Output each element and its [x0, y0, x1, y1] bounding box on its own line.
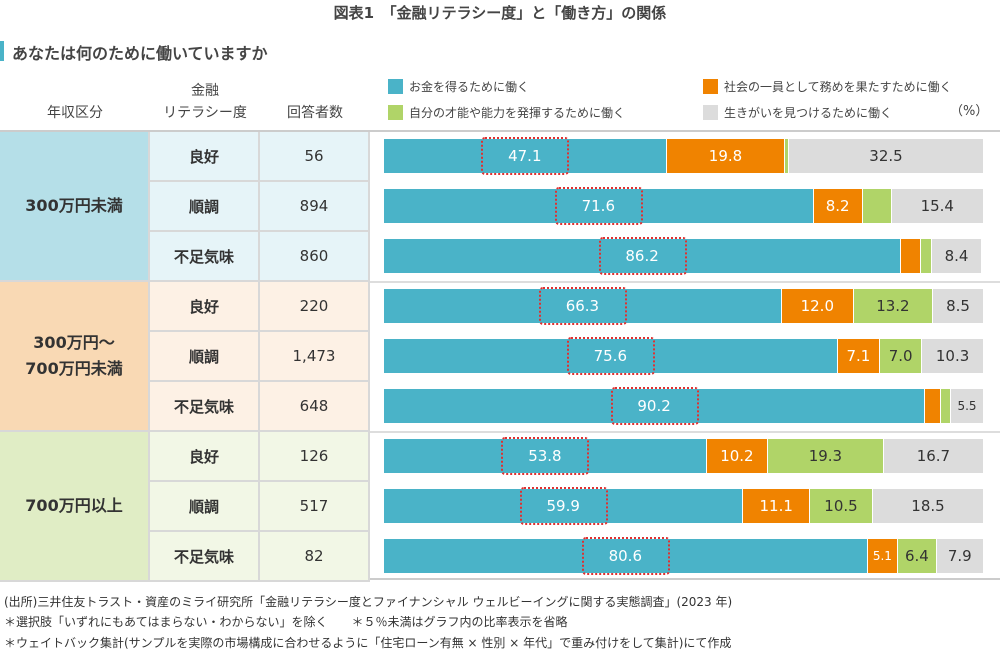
highlight-box — [610, 387, 699, 425]
highlight-box — [581, 537, 670, 575]
question-text: あなたは何のために働いていますか — [12, 44, 268, 63]
legend-label: 自分の才能や能力を発揮するために働く — [409, 106, 626, 120]
bar-segment-talent — [862, 189, 892, 223]
legend-talent: 自分の才能や能力を発揮するために働く — [388, 104, 625, 121]
bar-segment-money: 86.2 — [384, 239, 902, 273]
footnote: ＊ウェイトバック集計(サンプルを実際の市場構成に合わせるように「住宅ローン有無 … — [4, 636, 732, 650]
bar-segment-society: 11.1 — [743, 489, 810, 523]
respondent-count-cell: 517 — [260, 482, 370, 532]
income-group-label: 300万円～ — [33, 333, 115, 352]
literacy-cell: 良好 — [150, 132, 260, 182]
highlight-box — [554, 187, 643, 225]
income-group-label: 300万円未満 — [25, 196, 123, 215]
bar-segment-money: 80.6 — [384, 539, 868, 573]
footnote: ＊選択肢「いずれにもあてはまらない・わからない」を除く ＊５％未満はグラフ内の比… — [4, 615, 568, 629]
respondent-count-cell: 126 — [260, 432, 370, 482]
income-group-cell: 700万円以上 — [0, 432, 150, 582]
source-note: (出所)三井住友トラスト・資産のミライ研究所「金融リテラシー度とファイナンシャル… — [4, 595, 733, 609]
bar-segment-society: 7.1 — [837, 339, 881, 373]
bar-segment-society: 10.2 — [706, 439, 768, 473]
highlight-box — [501, 437, 590, 475]
respondent-count-cell: 1,473 — [260, 332, 370, 382]
legend-society: 社会の一員として務めを果たすために働く — [703, 78, 952, 95]
group-divider — [370, 281, 1000, 283]
literacy-cell: 不足気味 — [150, 232, 260, 282]
bar-segment-purpose: 7.9 — [936, 539, 984, 573]
respondent-count-cell: 82 — [260, 532, 370, 582]
bar-segment-talent: 13.2 — [853, 289, 933, 323]
highlight-box — [538, 287, 627, 325]
income-group-label: 700万円未満 — [25, 359, 123, 378]
bar-segment-purpose: 15.4 — [891, 189, 984, 223]
bar-segment-purpose: 32.5 — [789, 139, 984, 173]
bar-segment-talent: 6.4 — [898, 539, 937, 573]
income-group-label: 700万円以上 — [25, 496, 123, 515]
respondent-count-cell: 894 — [260, 182, 370, 232]
bar-segment-society: 8.2 — [813, 189, 863, 223]
highlight-box — [519, 487, 608, 525]
literacy-cell: 不足気味 — [150, 382, 260, 432]
question-accent-bar — [0, 41, 4, 61]
bar-segment-society — [901, 239, 921, 273]
bar-segment-society: 5.1 — [867, 539, 899, 573]
bar-segment-purpose: 10.3 — [922, 339, 984, 373]
legend-label: 生きがいを見つけるために働く — [724, 106, 893, 120]
literacy-cell: 不足気味 — [150, 532, 260, 582]
legend-swatch — [703, 79, 718, 94]
respondent-count-cell: 860 — [260, 232, 370, 282]
header-income: 年収区分 — [47, 105, 103, 121]
bar-segment-money: 47.1 — [384, 139, 667, 173]
bar-segment-talent — [941, 389, 951, 423]
respondent-count-cell: 648 — [260, 382, 370, 432]
literacy-cell: 順調 — [150, 482, 260, 532]
legend-swatch — [703, 105, 718, 120]
group-divider — [370, 431, 1000, 433]
bar-segment-money: 53.8 — [384, 439, 707, 473]
bar-segment-purpose: 16.7 — [883, 439, 984, 473]
literacy-cell: 順調 — [150, 332, 260, 382]
bar-segment-society: 12.0 — [781, 289, 854, 323]
legend-money: お金を得るために働く — [388, 78, 529, 95]
bar-segment-talent: 19.3 — [768, 439, 884, 473]
bar-segment-society: 19.8 — [666, 139, 786, 173]
bar-segment-purpose: 5.5 — [951, 389, 984, 423]
legend-swatch — [388, 79, 403, 94]
bar-segment-purpose: 8.4 — [931, 239, 983, 273]
header-count: 回答者数 — [287, 105, 343, 121]
legend-purpose: 生きがいを見つけるために働く — [703, 104, 892, 121]
bar-segment-purpose: 18.5 — [873, 489, 984, 523]
literacy-cell: 良好 — [150, 432, 260, 482]
legend-label: お金を得るために働く — [409, 80, 530, 94]
highlight-box — [481, 137, 570, 175]
bar-segment-talent: 10.5 — [810, 489, 873, 523]
figure-title: 図表1 「金融リテラシー度」と「働き方」の関係 — [333, 4, 667, 22]
legend-swatch — [388, 105, 403, 120]
literacy-cell: 順調 — [150, 182, 260, 232]
chart-table: 300万円未満 良好 56 47.1 19.8 32.5 順調 894 71.6 8.2 15.4 不… — [0, 130, 1000, 582]
legend-label: 社会の一員として務めを果たすために働く — [724, 80, 952, 94]
unit-label: （%） — [950, 104, 989, 119]
bar-segment-money: 59.9 — [384, 489, 744, 523]
income-group-cell: 300万円未満 — [0, 132, 150, 282]
bar-segment-talent: 7.0 — [880, 339, 923, 373]
bar-segment-money: 71.6 — [384, 189, 814, 223]
bar-segment-money: 75.6 — [384, 339, 838, 373]
header-literacy-1: 金融 — [191, 83, 219, 99]
respondent-count-cell: 220 — [260, 282, 370, 332]
bar-segment-money: 90.2 — [384, 389, 926, 423]
bar-segment-money: 66.3 — [384, 289, 782, 323]
header-literacy-2: リテラシー度 — [163, 105, 247, 121]
respondent-count-cell: 56 — [260, 132, 370, 182]
income-group-cell: 300万円～ 700万円未満 — [0, 282, 150, 432]
bar-segment-purpose: 8.5 — [933, 289, 984, 323]
highlight-box — [598, 237, 687, 275]
bar-segment-society — [925, 389, 942, 423]
bar-segment-talent — [785, 139, 789, 173]
literacy-cell: 良好 — [150, 282, 260, 332]
bar-segment-talent — [921, 239, 932, 273]
highlight-box — [566, 337, 655, 375]
